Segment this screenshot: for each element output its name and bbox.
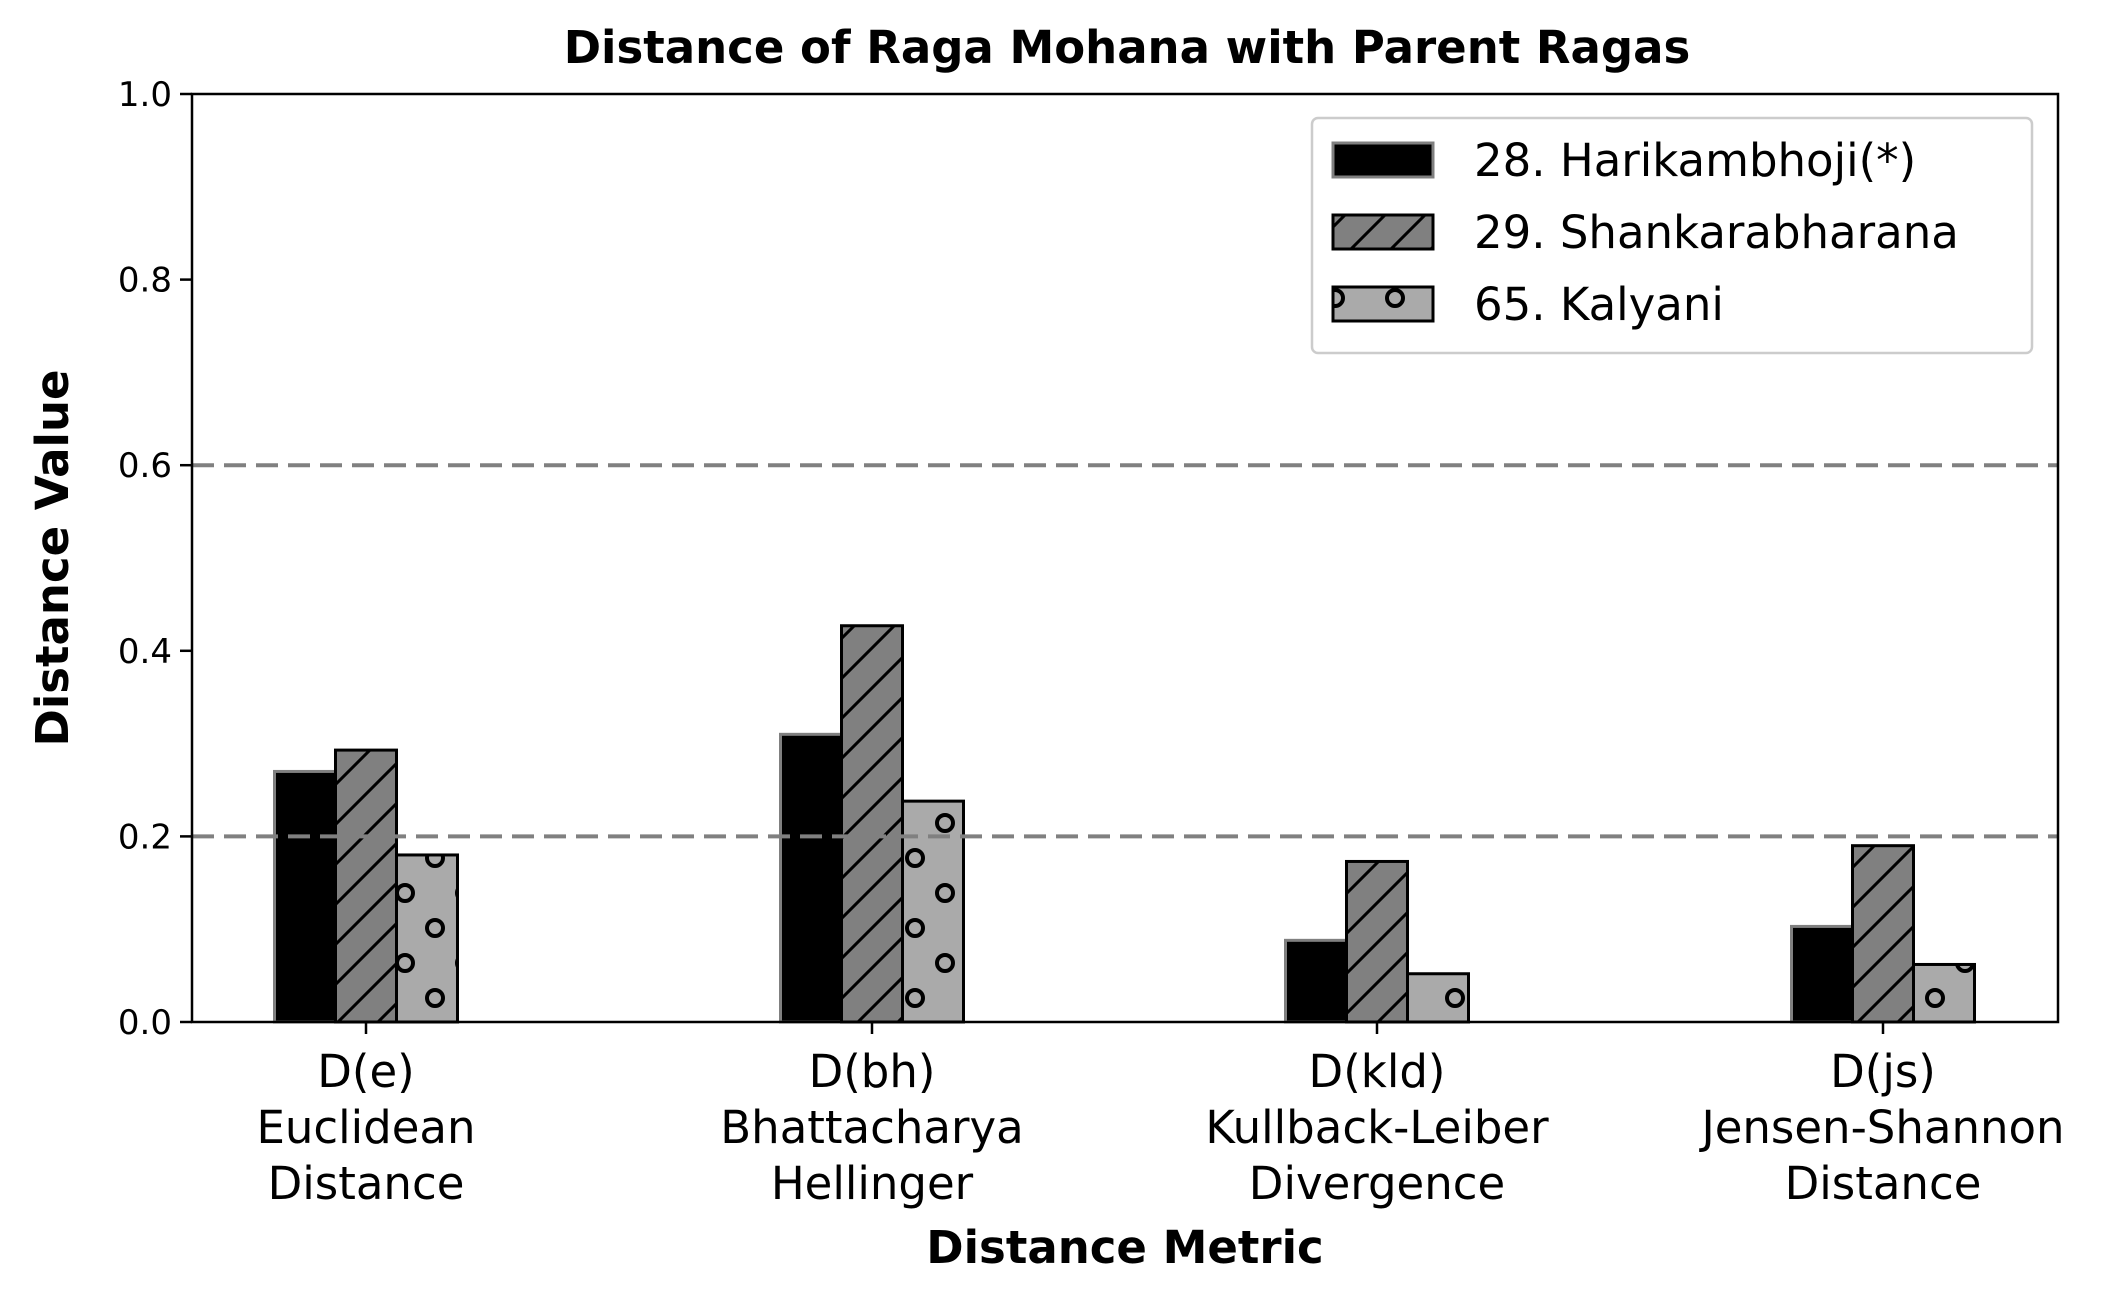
bar-series-3-category-3 [1406,972,1470,1024]
chart-title: Distance of Raga Mohana with Parent Raga… [564,21,1691,74]
legend: 28. Harikambhoji(*) 29. Shankarabharana 65… [1310,116,2034,355]
legend-swatch-3 [1331,285,1435,323]
y-axis: 0.0 0.2 0.4 0.6 0.8 1.0 [118,75,192,1043]
bar-series-2-category-4 [1851,844,1915,1024]
bar-series-1-category-4 [1790,924,1854,1024]
y-tick-label: 0.0 [118,1003,172,1043]
bar-series-3-category-2 [901,799,965,1024]
y-axis-label: Distance Value [26,369,79,746]
plot-area [192,463,2058,1024]
legend-label-2: 29. Shankarabharana [1474,206,1959,259]
legend-swatch-2 [1331,213,1435,251]
x-tick-label-1: D(e) Euclidean Distance [256,1045,475,1210]
x-tick-label-2: D(bh) Bhattacharya Hellinger [720,1045,1023,1210]
y-tick-label: 0.6 [118,446,172,486]
y-tick-label: 0.2 [118,817,172,857]
bar-series-1-category-2 [779,732,843,1024]
bar-series-3-category-4 [1912,962,1976,1024]
legend-label-1: 28. Harikambhoji(*) [1474,134,1916,187]
bar-series-3-category-1 [395,853,459,1024]
plot-frame [190,92,2060,1024]
legend-box [1310,116,2034,355]
x-axis: D(e) Euclidean Distance D(bh) Bhattacharya He… [256,1022,2065,1210]
y-tick-label: 0.8 [118,261,172,301]
bar-series-2-category-3 [1345,859,1409,1024]
legend-label-3: 65. Kalyani [1474,278,1724,331]
x-tick-label-4: D(js) Jensen-Shannon Distance [1698,1045,2064,1210]
bar-series-1-category-3 [1284,938,1348,1024]
legend-swatch-1 [1331,141,1435,179]
bar-series-1-category-1 [273,769,337,1024]
y-tick-label: 1.0 [118,75,172,115]
x-tick-label-3: D(kld) Kullback-Leiber Divergence [1205,1045,1549,1210]
bar-series-2-category-2 [840,624,904,1024]
bar-series-2-category-1 [334,748,398,1024]
y-tick-label: 0.4 [118,632,172,672]
x-axis-label: Distance Metric [926,1221,1323,1274]
